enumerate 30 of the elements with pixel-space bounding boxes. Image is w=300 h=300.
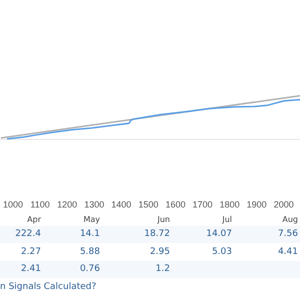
text: 222.4	[14, 229, 41, 239]
category-label: Jun	[156, 215, 170, 224]
text: 1.2	[154, 264, 170, 274]
x-tick-label: 1300	[84, 200, 104, 210]
x-tick-label: 1100	[30, 200, 50, 210]
category-label: Apr	[26, 215, 41, 224]
x-tick-label: 1700	[192, 200, 213, 210]
category-label: Jul	[221, 215, 232, 224]
x-tick-label: 1600	[165, 200, 186, 210]
category-label: May	[82, 215, 100, 224]
x-tick-label: 1400	[111, 200, 132, 210]
x-tick-label: 1000	[2, 200, 24, 210]
text: 2.27	[20, 246, 41, 256]
text: n Signals Calculated?	[0, 282, 96, 292]
text: 7.56	[276, 229, 298, 239]
x-tick-label: 1200	[57, 200, 78, 210]
text: 0.76	[78, 264, 100, 274]
text: 2.95	[148, 246, 170, 256]
text: 14.07	[205, 229, 232, 239]
category-label: Aug	[281, 215, 298, 224]
x-tick-label: 1800	[220, 200, 240, 210]
x-tick-label: 1900	[246, 200, 267, 210]
text: 5.03	[210, 246, 232, 256]
x-tick-label: 2000	[274, 200, 294, 210]
text: 2.41	[20, 264, 41, 274]
text: 4.41	[276, 246, 298, 256]
text: 18.72	[143, 229, 170, 239]
text: 5.88	[78, 246, 100, 256]
x-tick-label: 1500	[138, 200, 158, 210]
text: 14.1	[78, 229, 100, 239]
